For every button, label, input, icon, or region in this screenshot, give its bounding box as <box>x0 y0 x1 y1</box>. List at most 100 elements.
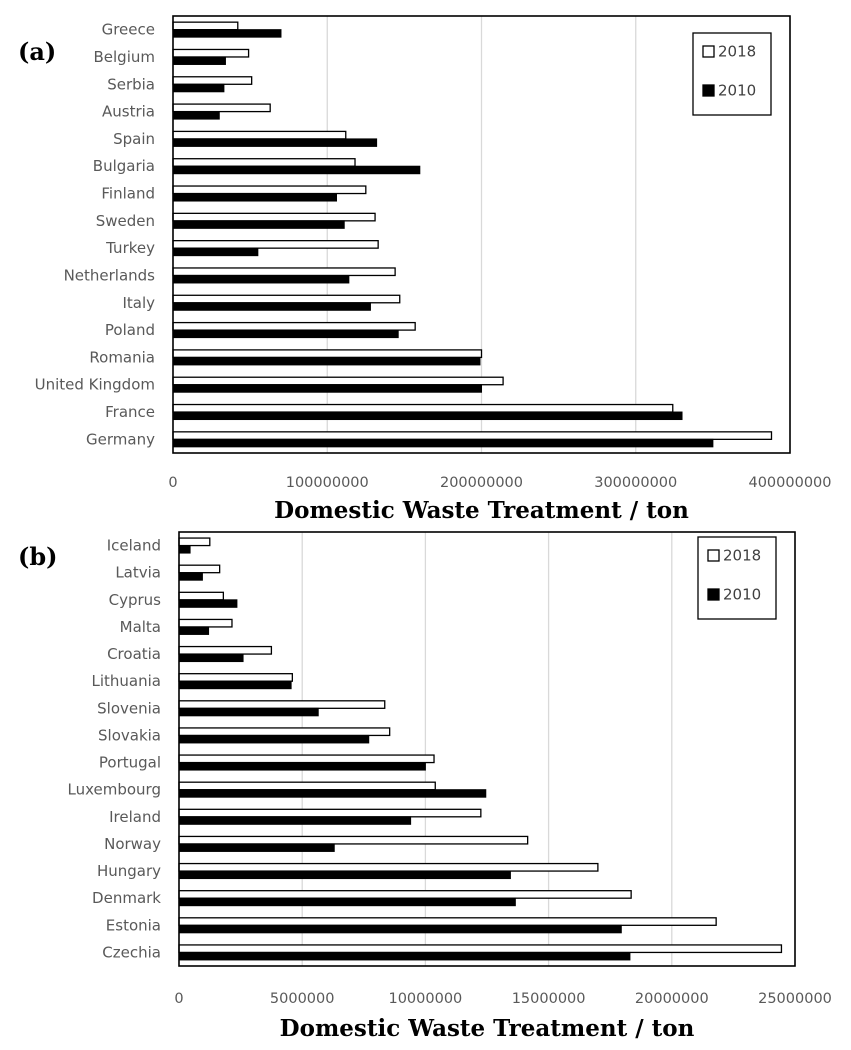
category-label: Czechia <box>102 943 161 961</box>
bar-2018-latvia <box>178 564 221 574</box>
legend-label-2010: 2010 <box>723 586 761 604</box>
x-tick-label: 15000000 <box>512 991 586 1007</box>
category-label: Austria <box>102 103 155 121</box>
bar-2010-luxembourg <box>178 789 487 798</box>
x-tick-label: 200000000 <box>440 475 523 491</box>
bar-2018-finland <box>172 185 367 195</box>
bar-2010-romania <box>172 356 481 366</box>
bar-2010-greece <box>172 29 282 38</box>
bar-2018-turkey <box>172 240 379 249</box>
category-label: Serbia <box>107 75 155 93</box>
x-tick-label: 0 <box>168 475 177 491</box>
bar-2018-sweden <box>172 212 376 222</box>
x-tick-label: 25000000 <box>758 991 832 1007</box>
category-label: Turkey <box>105 239 155 257</box>
bar-2018-norway <box>178 835 529 845</box>
bar-2018-spain <box>172 130 347 140</box>
category-label: Italy <box>122 294 155 312</box>
bar-2010-spain <box>172 138 378 147</box>
bar-2018-netherlands <box>172 267 396 277</box>
bar-2010-malta <box>178 626 210 635</box>
x-tick-label: 0 <box>174 991 183 1007</box>
bar-2018-france <box>172 403 674 413</box>
panel-label: (b) <box>18 542 58 571</box>
bar-2018-austria <box>172 103 271 113</box>
category-label: Slovenia <box>97 699 161 717</box>
bar-2010-portugal <box>178 762 426 771</box>
bar-2018-bulgaria <box>172 158 356 167</box>
x-tick-label: 5000000 <box>270 991 335 1007</box>
bar-2010-czechia <box>178 951 631 961</box>
category-label: Iceland <box>107 537 161 555</box>
bar-2010-hungary <box>178 870 511 880</box>
bar-2010-finland <box>172 193 338 202</box>
legend-swatch-2018 <box>707 549 720 562</box>
bar-2010-belgium <box>172 56 226 65</box>
bar-2018-cyprus <box>178 591 225 601</box>
bar-2010-slovakia <box>178 734 370 744</box>
category-label: Netherlands <box>64 266 156 284</box>
category-label: Luxembourg <box>68 781 162 799</box>
category-label: Croatia <box>107 645 161 663</box>
bar-2018-hungary <box>178 862 599 872</box>
bar-2010-italy <box>172 302 371 311</box>
category-label: Malta <box>120 618 161 636</box>
x-tick-label: 20000000 <box>635 991 709 1007</box>
bar-2018-croatia <box>178 645 273 655</box>
legend: 2018 2010 <box>697 536 777 620</box>
plot-frame <box>172 15 791 454</box>
legend-swatch-2010 <box>707 588 720 601</box>
bar-2010-united-kingdom <box>172 384 482 393</box>
bar-2010-sweden <box>172 220 345 229</box>
panel-label: (a) <box>18 37 56 66</box>
bar-2018-slovenia <box>178 700 386 709</box>
bar-2018-serbia <box>172 76 253 85</box>
bar-2010-slovenia <box>178 707 319 717</box>
category-label: Germany <box>86 430 155 448</box>
x-tick-label: 400000000 <box>748 475 831 491</box>
category-label: Lithuania <box>92 672 161 690</box>
bar-2018-estonia <box>178 917 717 926</box>
bar-2018-lithuania <box>178 673 293 682</box>
x-tick-label: 100000000 <box>286 475 369 491</box>
bar-2018-iceland <box>178 537 211 547</box>
category-label: United Kingdom <box>35 376 155 394</box>
category-label: Slovakia <box>98 726 161 744</box>
bar-2010-bulgaria <box>172 165 421 175</box>
bar-2018-denmark <box>178 890 632 899</box>
bar-2018-czechia <box>178 944 783 954</box>
chart-panel-a: 0 100000000 200000000 300000000 400000000 Gre… <box>18 15 832 524</box>
bar-2010-lithuania <box>178 680 292 690</box>
category-label: Greece <box>102 21 155 39</box>
category-label: Latvia <box>115 564 161 582</box>
bar-2018-germany <box>172 431 773 440</box>
bar-2010-turkey <box>172 247 259 257</box>
category-label: Denmark <box>92 889 161 907</box>
legend-label-2018: 2018 <box>723 547 761 565</box>
x-tick-label: 300000000 <box>594 475 677 491</box>
bar-2018-poland <box>172 321 416 331</box>
category-label: Spain <box>113 130 155 148</box>
bar-2010-estonia <box>178 924 622 934</box>
category-label: France <box>105 403 155 421</box>
category-label: Poland <box>105 321 155 339</box>
category-label: Belgium <box>94 48 156 66</box>
bar-2010-latvia <box>178 572 203 581</box>
bar-2010-netherlands <box>172 274 350 284</box>
bar-2018-romania <box>172 349 483 359</box>
legend-label-2010: 2010 <box>718 82 756 100</box>
bar-2018-luxembourg <box>178 781 436 791</box>
category-label: Hungary <box>97 862 161 880</box>
bar-2010-germany <box>172 438 714 448</box>
legend-swatch-2018 <box>702 45 715 58</box>
x-axis-title: Domestic Waste Treatment / ton <box>280 1015 695 1042</box>
bar-2010-ireland <box>178 816 412 825</box>
bar-2018-slovakia <box>178 727 391 737</box>
legend-label-2018: 2018 <box>718 43 756 61</box>
chart-panel-b: 0 5000000 10000000 15000000 20000000 25000000… <box>18 531 832 1042</box>
x-axis-title: Domestic Waste Treatment / ton <box>274 497 689 524</box>
legend: 2018 2010 <box>692 32 772 116</box>
bar-2018-malta <box>178 618 233 628</box>
bar-2018-united-kingdom <box>172 376 504 386</box>
